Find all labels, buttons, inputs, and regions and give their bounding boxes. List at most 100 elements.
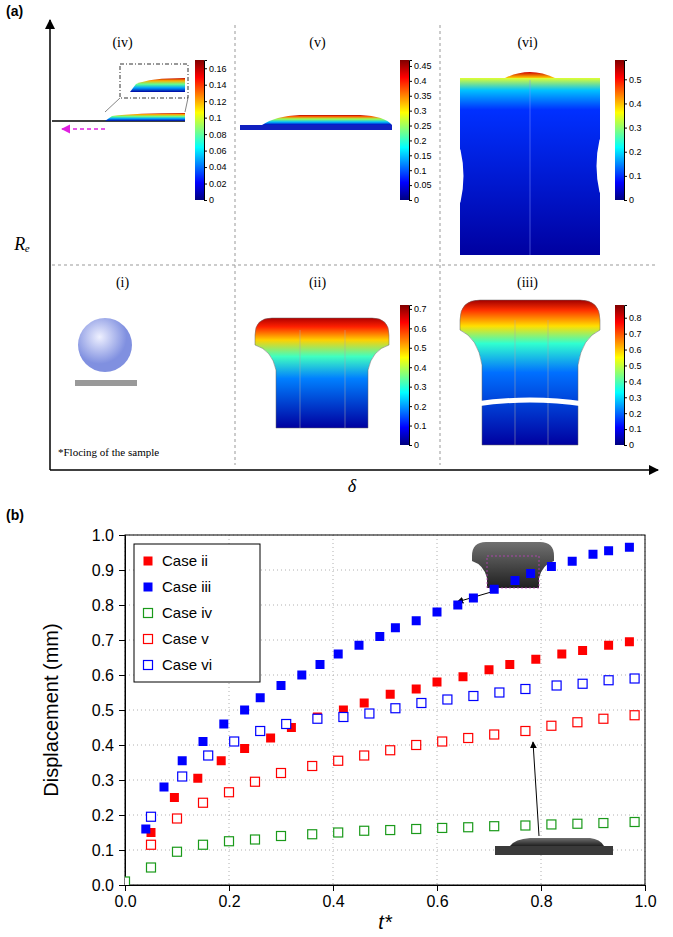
colorbar-tick: 0	[624, 195, 634, 205]
tick: 0.5	[92, 702, 125, 719]
tick-label: 0.1	[414, 166, 427, 176]
tick-mark	[229, 885, 230, 891]
tick-mark	[624, 103, 627, 104]
legend-box	[134, 544, 260, 682]
tick-mark	[204, 101, 207, 102]
colorbar-edge	[410, 61, 413, 201]
tick: 0.8	[530, 885, 552, 910]
point	[490, 585, 499, 594]
sample	[255, 318, 389, 428]
tick-mark	[119, 885, 125, 886]
point	[505, 660, 514, 669]
inset-shape	[472, 542, 554, 588]
point	[360, 751, 369, 760]
point	[552, 681, 561, 690]
tick: 1.0	[634, 885, 656, 910]
annotation: *Flocing of the sample	[58, 446, 159, 458]
point	[256, 693, 265, 702]
tick-label: 0.5	[629, 361, 642, 371]
point	[438, 823, 447, 832]
colorbar	[615, 60, 624, 200]
tick-label: 0.4	[92, 737, 114, 754]
inset-outline	[487, 556, 539, 588]
point	[266, 734, 275, 743]
tick-label: 0.8	[92, 597, 114, 614]
point	[240, 744, 249, 753]
tick-mark	[409, 426, 412, 427]
point	[485, 665, 494, 674]
tick: 0.9	[92, 562, 125, 579]
point	[573, 819, 582, 828]
tick-label: 0.7	[414, 304, 427, 314]
tick-label: 0.2	[92, 807, 114, 824]
point	[147, 863, 156, 872]
legend-label: Case v	[162, 630, 209, 647]
tick-mark	[541, 885, 542, 891]
point	[141, 825, 150, 834]
tick-label: 0.4	[629, 99, 642, 109]
tick-label: 0.12	[209, 97, 227, 107]
legend-label: Case iv	[162, 604, 213, 621]
break	[599, 140, 602, 192]
tick: 0.4	[322, 885, 344, 910]
cell-label: (i)	[116, 275, 130, 291]
tick-mark	[119, 850, 125, 851]
break	[476, 400, 584, 404]
colorbar-tick: 0.16	[204, 64, 227, 74]
colorbar-tick: 0.12	[204, 97, 227, 107]
panel-label: (a)	[6, 3, 23, 19]
colorbar-tick: 0	[624, 440, 634, 450]
point	[464, 734, 473, 743]
colorbar-tick: 0.4	[409, 76, 427, 86]
sample	[460, 300, 600, 445]
cell: (iv) 00.020.040.060.080.10.120.140.16	[52, 35, 227, 205]
colorbar-tick: 0.3	[624, 393, 642, 403]
zoom-box	[120, 64, 188, 98]
tick: 0.1	[92, 842, 125, 859]
divider	[52, 265, 655, 266]
divider	[235, 25, 236, 465]
tick-mark	[624, 79, 627, 80]
point	[386, 746, 395, 755]
tick-mark	[624, 397, 627, 398]
point	[464, 823, 473, 832]
cell-label: (iv)	[112, 35, 133, 51]
point	[173, 847, 182, 856]
point	[313, 714, 322, 723]
tick: 0.0	[92, 877, 125, 894]
colorbar-tick: 0.4	[624, 99, 642, 109]
zoom-line	[185, 98, 188, 112]
point	[217, 756, 226, 765]
tick-mark	[624, 429, 627, 430]
point	[412, 825, 421, 834]
tick-label: 0.4	[414, 363, 427, 373]
cell: (v)00.050.10.150.20.250.30.350.40.45	[240, 35, 432, 205]
tick-label: 0.4	[629, 377, 642, 387]
tick-mark	[409, 328, 412, 329]
plot-frame	[125, 535, 645, 885]
colorbar-axis: 00.10.20.30.40.5	[624, 61, 642, 206]
colorbar-tick: 0.8	[624, 313, 642, 323]
tick: 0.6	[426, 885, 448, 910]
tick-label: 0.05	[414, 180, 432, 190]
grid	[125, 535, 645, 885]
tick-label: 0.35	[414, 91, 432, 101]
tick-mark	[409, 170, 412, 171]
colorbar-axis: 00.020.040.060.080.10.120.140.16	[204, 61, 227, 206]
colorbar-axis: 00.10.20.30.40.50.60.70.8	[624, 306, 642, 451]
particle	[78, 318, 132, 372]
point	[204, 751, 213, 760]
tick-mark	[119, 570, 125, 571]
point	[199, 798, 208, 807]
tick-label: 0.6	[414, 324, 427, 334]
point	[490, 730, 499, 739]
tick-mark	[624, 350, 627, 351]
tick-mark	[624, 334, 627, 335]
colorbar-tick: 0.04	[204, 162, 227, 172]
tick-mark	[409, 66, 412, 67]
sample	[240, 125, 392, 130]
tick-mark	[204, 151, 207, 152]
sample-lens	[262, 115, 392, 125]
panel-a: (a)Rₑδ(i)*Flocing of the sample(ii)00.10…	[6, 3, 658, 496]
point	[193, 774, 202, 783]
